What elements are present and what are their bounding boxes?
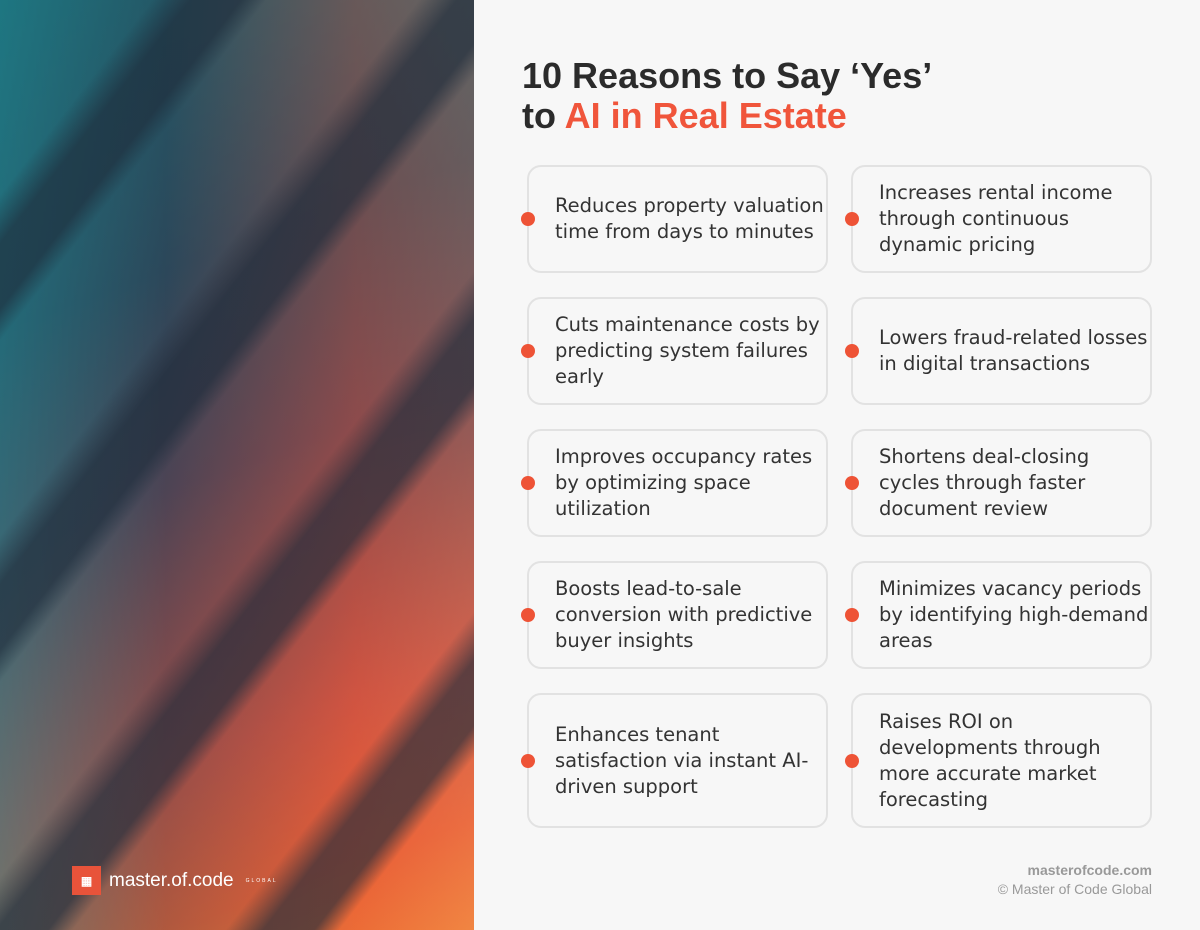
footer-copyright: © Master of Code Global <box>997 881 1152 897</box>
reason-text: Improves occupancy rates by optimizing s… <box>555 445 813 520</box>
master-of-code-logo: ▦ master.of.code GLOBAL <box>72 866 278 895</box>
footer-site: masterofcode.com <box>1027 862 1152 878</box>
reason-card: Enhances tenant satisfaction via instant… <box>521 693 828 828</box>
reason-text: Boosts lead-to-sale conversion with pred… <box>555 577 813 652</box>
title-line-1: 10 Reasons to Say ‘Yes’ <box>522 55 933 96</box>
logo-suffix: GLOBAL <box>245 877 278 884</box>
logo-icon: ▦ <box>72 866 101 895</box>
reason-text: Shortens deal-closing cycles through fas… <box>879 445 1090 520</box>
reason-card: Shortens deal-closing cycles through fas… <box>845 429 1152 537</box>
bullet-dot-icon <box>521 344 535 358</box>
page-title: 10 Reasons to Say ‘Yes’ to AI in Real Es… <box>522 56 932 136</box>
bullet-dot-icon <box>845 608 859 622</box>
bullet-dot-icon <box>845 212 859 226</box>
bullet-dot-icon <box>845 753 859 768</box>
reason-card: Increases rental income through continuo… <box>845 165 1152 273</box>
logo-text: master.of.code <box>109 869 234 891</box>
title-prefix: to <box>522 95 565 136</box>
reason-card: Reduces property valuation time from day… <box>521 165 828 273</box>
bullet-dot-icon <box>521 608 535 622</box>
building-photo: ▦ master.of.code GLOBAL <box>0 0 474 930</box>
bullet-dot-icon <box>521 212 535 226</box>
reason-card: Minimizes vacancy periods by identifying… <box>845 561 1152 669</box>
reason-card: Cuts maintenance costs by predicting sys… <box>521 297 828 405</box>
reason-text: Raises ROI on developments through more … <box>879 709 1101 811</box>
reason-card: Lowers fraud-related losses in digital t… <box>845 297 1152 405</box>
bullet-dot-icon <box>845 476 859 490</box>
reason-text: Enhances tenant satisfaction via instant… <box>555 722 809 798</box>
reason-text: Minimizes vacancy periods by identifying… <box>879 577 1149 652</box>
reason-text: Lowers fraud-related losses in digital t… <box>879 326 1148 375</box>
bullet-dot-icon <box>521 476 535 490</box>
reason-text: Reduces property valuation time from day… <box>555 194 824 243</box>
reason-text: Increases rental income through continuo… <box>879 181 1113 256</box>
bullet-dot-icon <box>521 753 535 768</box>
bullet-dot-icon <box>845 344 859 358</box>
reason-card: Boosts lead-to-sale conversion with pred… <box>521 561 828 669</box>
reason-card: Raises ROI on developments through more … <box>845 693 1152 828</box>
reason-text: Cuts maintenance costs by predicting sys… <box>555 313 820 388</box>
reason-card: Improves occupancy rates by optimizing s… <box>521 429 828 537</box>
title-accent: AI in Real Estate <box>564 95 847 136</box>
